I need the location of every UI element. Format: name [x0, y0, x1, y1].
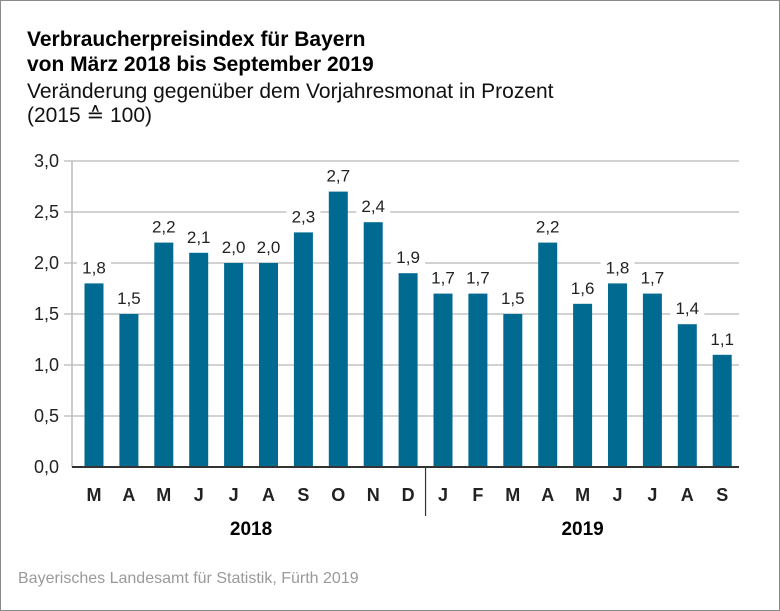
bar	[642, 293, 662, 467]
title-line-1: Verbraucherpreisindex für Bayern	[27, 28, 366, 51]
value-label: 1,7	[466, 269, 490, 288]
value-label-bg	[460, 267, 495, 288]
x-tick-label: M	[505, 485, 520, 505]
x-tick-label: S	[297, 485, 309, 505]
x-tick-label: D	[402, 485, 415, 505]
value-label: 2,3	[292, 207, 316, 226]
value-label-bg	[565, 277, 600, 298]
value-label: 1,9	[396, 248, 420, 267]
value-label: 1,8	[82, 258, 106, 277]
x-tick-label: A	[681, 485, 694, 505]
y-tick-label: 1,0	[34, 355, 59, 375]
value-label-bg	[530, 216, 565, 237]
bar	[538, 242, 558, 467]
x-tick-label: A	[122, 485, 135, 505]
value-label-bg	[495, 288, 530, 308]
bar	[84, 283, 104, 467]
value-label: 2,2	[536, 218, 560, 237]
bar	[154, 242, 174, 467]
value-label-bg	[426, 267, 460, 288]
year-label: 2018	[230, 519, 272, 540]
value-label: 2,7	[326, 167, 350, 186]
value-label: 1,1	[710, 330, 734, 349]
value-label-bg	[181, 226, 216, 247]
bar	[712, 354, 732, 467]
value-label-bg	[391, 247, 426, 268]
y-tick-label: 0,0	[34, 457, 59, 477]
x-tick-label: F	[472, 485, 483, 505]
x-tick-label: M	[156, 485, 171, 505]
value-label-bg	[216, 237, 251, 257]
bar	[433, 293, 453, 467]
bar	[503, 314, 523, 467]
subtitle-line-2: (2015 ≙ 100)	[27, 104, 153, 127]
value-label: 2,0	[257, 238, 281, 257]
year-label: 2019	[561, 519, 603, 540]
y-tick-label: 1,5	[34, 304, 59, 324]
subtitle-line-1: Veränderung gegenüber dem Vorjahresmonat…	[27, 80, 554, 103]
bar	[363, 222, 383, 467]
value-label: 1,8	[606, 258, 630, 277]
source-note: Bayerisches Landesamt für Statistik, Für…	[18, 570, 359, 587]
bars	[84, 191, 732, 467]
x-tick-label: A	[541, 485, 554, 505]
title-line-2: von März 2018 bis September 2019	[27, 53, 374, 76]
value-label-bg	[251, 237, 286, 257]
bar	[328, 191, 348, 467]
bar	[189, 252, 209, 467]
value-label: 2,1	[187, 228, 211, 247]
bar	[573, 303, 593, 467]
value-label: 1,6	[571, 279, 595, 298]
y-tick-label: 3,0	[34, 151, 59, 171]
value-label-bg	[670, 298, 705, 319]
value-label: 1,4	[675, 299, 699, 318]
value-label-bg	[146, 216, 181, 237]
value-label: 1,5	[117, 289, 141, 308]
x-tick-label: S	[716, 485, 728, 505]
bar	[293, 232, 313, 467]
bar	[119, 314, 139, 467]
y-tick-label: 2,5	[34, 202, 59, 222]
value-label: 1,5	[501, 289, 525, 308]
x-tick-label: J	[229, 485, 239, 505]
bar	[608, 283, 627, 467]
value-label-bg	[77, 257, 111, 278]
bar	[677, 324, 697, 467]
x-tick-label: J	[438, 485, 448, 505]
x-tick-label: O	[331, 485, 345, 505]
bar	[468, 293, 488, 467]
x-tick-label: M	[87, 485, 102, 505]
bar	[224, 263, 244, 467]
bar	[398, 273, 418, 467]
value-label-bg	[321, 165, 356, 186]
x-tick-label: N	[367, 485, 380, 505]
value-label-bg	[600, 257, 635, 278]
x-tick-label: J	[612, 485, 622, 505]
value-labels: 1,8 1,5 2,2 2,1 2,0 2,0 2,3 2,7 2,4 1,9 1,7 1,7 1,5 2…	[77, 165, 740, 349]
y-tick-label: 0,5	[34, 406, 59, 426]
x-tick-label: J	[647, 485, 657, 505]
y-tick-label: 2,0	[34, 253, 59, 273]
value-label-bg	[356, 196, 391, 217]
value-label-bg	[705, 328, 740, 349]
x-tick-label: M	[575, 485, 590, 505]
value-label: 2,4	[361, 197, 385, 216]
bar	[259, 263, 278, 467]
value-label: 2,0	[222, 238, 246, 257]
value-label: 2,2	[152, 218, 176, 237]
value-label: 1,7	[641, 269, 665, 288]
value-label: 1,7	[431, 269, 455, 288]
y-axis-ticks: 0,0 0,5 1,0 1,5 2,0 2,5 3,0	[34, 151, 59, 477]
x-tick-label: A	[262, 485, 275, 505]
x-tick-label: J	[194, 485, 204, 505]
value-label-bg	[111, 288, 146, 308]
value-label-bg	[286, 206, 321, 227]
chart-title: Verbraucherpreisindex für Bayern von Mär…	[27, 27, 374, 77]
chart-subtitle: Veränderung gegenüber dem Vorjahresmonat…	[27, 80, 554, 128]
value-label-bg	[635, 267, 670, 288]
